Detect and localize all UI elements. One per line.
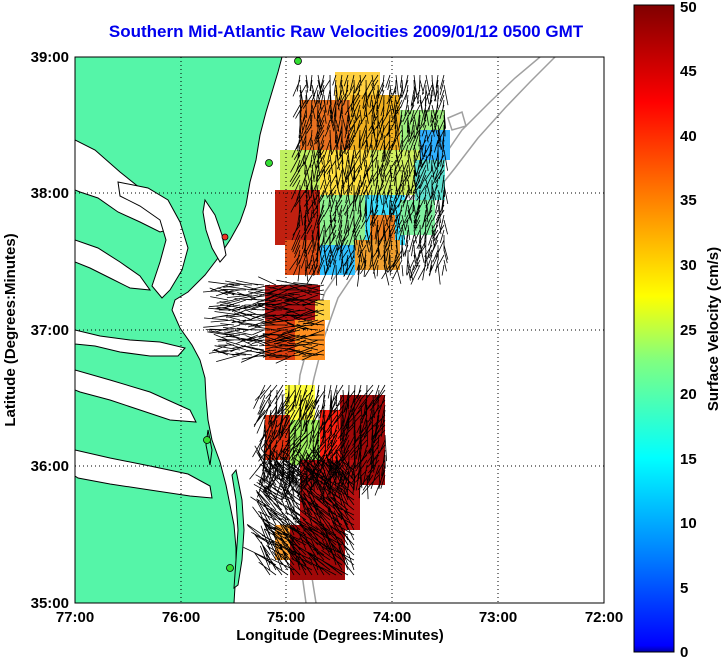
x-tick-label: 72:00	[585, 609, 623, 626]
x-tick-label: 74:00	[373, 609, 411, 626]
colorbar-tick-label: 15	[680, 451, 697, 468]
radar-station	[221, 233, 229, 241]
colorbar	[633, 4, 675, 653]
colorbar-tick-label: 0	[680, 644, 688, 659]
colorbar-tick-label: 10	[680, 515, 697, 532]
x-tick-label: 77:00	[56, 609, 94, 626]
plot-frame	[74, 56, 605, 604]
radar-station	[294, 57, 302, 65]
grid-lines	[75, 57, 604, 603]
colorbar-tick-label: 50	[680, 0, 697, 16]
x-tick-label: 76:00	[162, 609, 200, 626]
colorbar-tick-label: 30	[680, 257, 697, 274]
y-axis-label: Latitude (Degrees:Minutes)	[2, 233, 19, 426]
y-tick-label: 38:00	[31, 185, 69, 202]
current-vectors	[202, 74, 449, 576]
colorbar-tick-label: 40	[680, 128, 697, 145]
y-tick-label: 36:00	[31, 458, 69, 475]
radar-station	[265, 159, 273, 167]
colorbar-tick-label: 35	[680, 192, 697, 209]
x-tick-label: 75:00	[267, 609, 305, 626]
colorbar-tick-labels: 0 5 10 15 20 25 30 35 40 45 50	[680, 0, 697, 659]
radar-station	[203, 436, 211, 444]
colorbar-tick-label: 5	[680, 580, 688, 597]
vector-arrows	[202, 74, 449, 576]
colorbar-tick-label: 20	[680, 386, 697, 403]
colorbar-label: Surface Velocity (cm/s)	[705, 247, 722, 411]
colorbar-tick-label: 45	[680, 63, 697, 80]
y-tick-label: 35:00	[31, 595, 69, 612]
colorbar-tick-label: 25	[680, 322, 697, 339]
y-tick-labels: 35:00 36:00 37:00 38:00 39:00	[31, 49, 69, 612]
y-tick-label: 39:00	[31, 49, 69, 66]
inland-water	[75, 139, 227, 499]
map-title: Southern Mid-Atlantic Raw Velocities 200…	[108, 22, 584, 41]
radar-stations	[203, 57, 302, 572]
x-axis-label: Longitude (Degrees:Minutes)	[236, 627, 444, 644]
x-tick-label: 73:00	[479, 609, 517, 626]
x-tick-labels: 77:00 76:00 75:00 74:00 73:00 72:00	[56, 609, 623, 626]
radar-station	[226, 564, 234, 572]
y-tick-label: 37:00	[31, 322, 69, 339]
